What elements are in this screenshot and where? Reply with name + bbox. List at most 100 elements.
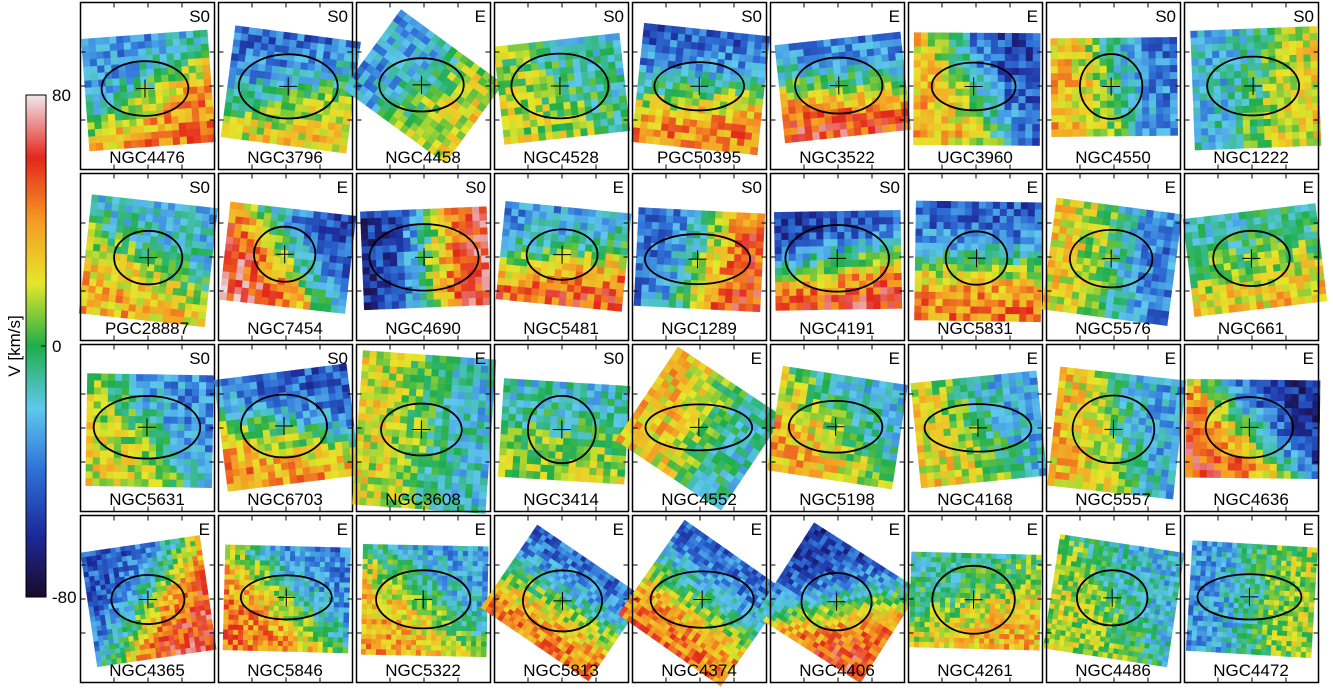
velocity-bin xyxy=(970,292,979,301)
morph-label: E xyxy=(337,178,348,197)
velocity-bin xyxy=(936,214,945,223)
velocity-bin xyxy=(134,90,143,99)
velocity-bin xyxy=(1194,135,1203,144)
velocity-bin xyxy=(418,264,427,273)
velocity-bin xyxy=(1012,293,1021,301)
velocity-bin xyxy=(577,43,587,53)
velocity-bin xyxy=(913,137,921,146)
velocity-bin xyxy=(727,253,736,262)
velocity-bin xyxy=(1032,54,1041,62)
morph-label: E xyxy=(1027,7,1038,26)
velocity-bin xyxy=(753,276,762,285)
velocity-bin xyxy=(935,277,944,286)
velocity-bin xyxy=(1156,128,1165,136)
velocity-bin xyxy=(618,88,627,97)
velocity-bin xyxy=(84,80,93,89)
velocity-bin xyxy=(465,220,474,229)
velocity-bin xyxy=(122,119,131,128)
velocity-bin xyxy=(551,60,560,70)
velocity-bin xyxy=(417,236,426,245)
velocity-bin xyxy=(162,95,171,104)
velocity-bin xyxy=(482,283,491,292)
velocity-bin xyxy=(595,76,604,86)
velocity-bin xyxy=(104,64,113,73)
velocity-bin xyxy=(331,144,341,153)
velocity-bin xyxy=(1302,40,1311,49)
velocity-bin xyxy=(985,257,993,266)
velocity-bin xyxy=(468,297,477,306)
velocity-bin xyxy=(395,209,403,218)
velocity-bin xyxy=(1155,44,1164,52)
velocity-bin xyxy=(236,117,245,126)
velocity-bin xyxy=(499,256,508,266)
velocity-bin xyxy=(830,239,839,247)
velocity-bin xyxy=(1257,140,1266,149)
velocity-bin xyxy=(913,116,921,125)
velocity-bin xyxy=(522,49,531,59)
velocity-bin xyxy=(696,294,705,303)
velocity-bin xyxy=(1141,51,1150,60)
velocity-bin xyxy=(450,207,459,216)
velocity-bin xyxy=(574,79,584,88)
velocity-bin xyxy=(934,32,943,41)
velocity-bin xyxy=(1057,45,1066,53)
velocity-bin xyxy=(1275,69,1284,78)
velocity-bin xyxy=(816,232,825,241)
velocity-bin xyxy=(773,212,782,220)
velocity-bin xyxy=(501,235,510,245)
velocity-bin xyxy=(802,267,811,276)
velocity-bin xyxy=(345,96,354,105)
velocity-bin xyxy=(344,46,354,56)
velocity-bin xyxy=(607,54,616,63)
velocity-bin xyxy=(90,72,99,81)
velocity-bin xyxy=(1253,28,1262,37)
velocity-bin xyxy=(267,43,276,53)
velocity-bin xyxy=(1099,37,1108,46)
velocity-bin xyxy=(595,210,604,219)
velocity-bin xyxy=(545,219,554,228)
velocity-bin xyxy=(657,250,666,259)
velocity-bin xyxy=(475,297,484,306)
velocity-bin xyxy=(252,48,261,58)
velocity-bin xyxy=(599,238,608,247)
velocity-bin xyxy=(479,227,488,236)
velocity-bin xyxy=(955,116,963,125)
velocity-bin xyxy=(775,295,784,304)
velocity-bin xyxy=(227,130,237,139)
velocity-bin xyxy=(984,271,993,280)
velocity-bin xyxy=(546,205,555,214)
velocity-bin xyxy=(957,201,966,209)
velocity-bin xyxy=(991,292,1000,301)
velocity-bin xyxy=(201,57,211,66)
velocity-bin xyxy=(728,218,737,227)
velocity-bin xyxy=(858,217,866,226)
velocity-bin xyxy=(203,85,213,94)
velocity-bin xyxy=(920,102,929,111)
velocity-bin xyxy=(756,220,765,229)
velocity-bin xyxy=(950,201,959,209)
velocity-bin xyxy=(460,263,469,272)
galaxy-name: UGC3960 xyxy=(937,148,1013,167)
velocity-bin xyxy=(227,73,237,83)
velocity-bin xyxy=(969,67,978,76)
velocity-bin xyxy=(1127,93,1136,102)
velocity-bin xyxy=(774,260,783,269)
velocity-bin xyxy=(574,278,583,287)
velocity-bin xyxy=(971,215,980,224)
velocity-bin xyxy=(656,264,665,273)
velocity-bin xyxy=(135,104,144,113)
velocity-bin xyxy=(173,52,182,61)
velocity-bin xyxy=(292,117,302,127)
velocity-bin xyxy=(789,295,798,304)
velocity-bin xyxy=(559,283,569,293)
velocity-bin xyxy=(664,243,673,252)
velocity-bin xyxy=(992,215,1001,224)
velocity-bin xyxy=(552,283,562,292)
panel: E UGC3960 xyxy=(907,1,1044,171)
velocity-bin xyxy=(782,288,790,297)
velocity-bin xyxy=(237,110,246,120)
velocity-bin xyxy=(103,50,112,59)
velocity-bin xyxy=(670,257,679,266)
velocity-bin xyxy=(1215,134,1224,143)
